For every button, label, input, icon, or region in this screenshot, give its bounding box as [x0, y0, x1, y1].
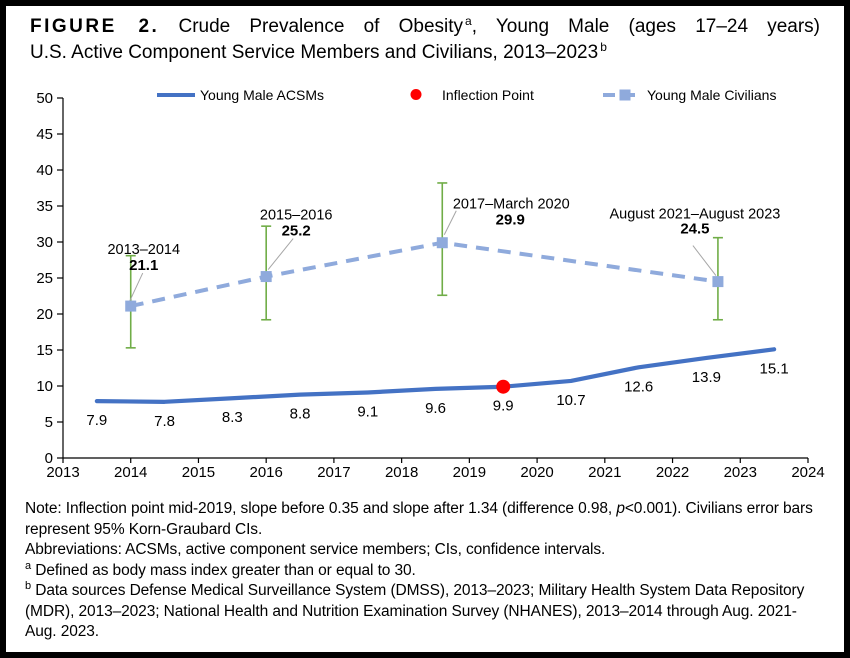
acsm-data-label: 15.1 [760, 360, 789, 377]
x-tick-label: 2022 [656, 464, 689, 481]
y-tick-label: 35 [36, 198, 53, 215]
note-italic-p: p [616, 500, 625, 517]
civilian-line [130, 240, 719, 309]
x-tick-label: 2014 [114, 464, 147, 481]
chart-area: 0 5 10 15 20 25 30 35 40 45 50 2013 2014 2015 2016 2017… [20, 78, 830, 483]
acsm-data-label: 12.6 [624, 378, 653, 395]
y-tick-label: 5 [45, 414, 53, 431]
civilian-marker [260, 271, 272, 283]
acsm-data-label: 9.6 [425, 400, 446, 417]
figure-title: FIGURE 2. Crude Prevalence of Obesity a, … [30, 14, 820, 66]
x-tick-label: 2017 [317, 464, 350, 481]
civilian-label-leader [129, 272, 144, 302]
civilian-period-label: 2013–2014 [107, 242, 180, 258]
y-tick-label: 30 [36, 234, 53, 251]
footnote-b-text: Data sources Defense Medical Surveillanc… [25, 582, 805, 640]
acsm-data-label: 13.9 [692, 369, 721, 386]
civilian-label-leader [443, 210, 457, 235]
figure-title-text-cont: , Young Male (ages 17–24 years) [471, 16, 821, 37]
acsm-data-label: 7.9 [86, 412, 107, 429]
figure-title-line1: FIGURE 2. Crude Prevalence of Obesity a, … [30, 14, 820, 40]
civilian-label-leader [267, 238, 294, 270]
footnote-a-sup: a [25, 559, 32, 572]
inflection-point-dot [496, 379, 511, 394]
civilian-marker [125, 300, 137, 312]
note-line: Note: Inflection point mid-2019, slope b… [25, 499, 820, 540]
legend-civilian-square-sample [619, 89, 631, 101]
civilian-value-label: 25.2 [282, 223, 311, 240]
y-tick-label: 40 [36, 162, 53, 179]
y-tick-label: 45 [36, 126, 53, 143]
acsm-data-label: 9.1 [357, 403, 378, 420]
civilian-value-label: 24.5 [680, 221, 709, 238]
legend-inflection-dot-sample [410, 89, 422, 100]
footnote-a-line: a Defined as body mass index greater tha… [25, 559, 820, 582]
acsm-data-label: 8.3 [222, 409, 243, 426]
figure-title-line2: U.S. Active Component Service Members an… [30, 40, 820, 66]
y-tick-label: 10 [36, 378, 53, 395]
x-tick-label: 2021 [588, 464, 621, 481]
x-tick-label: 2018 [385, 464, 418, 481]
figure-title-text: Crude Prevalence of Obesity [178, 16, 464, 37]
acsm-data-label: 8.8 [290, 406, 311, 423]
figure-subtitle-text: U.S. Active Component Service Members an… [30, 42, 599, 63]
civilian-marker [712, 276, 724, 288]
civilian-marker [436, 237, 448, 249]
x-tick-label: 2024 [791, 464, 824, 481]
legend-civilian-label: Young Male Civilians [647, 87, 776, 103]
y-tick-label: 0 [45, 450, 53, 467]
x-tick-label: 2015 [182, 464, 215, 481]
x-tick-label: 2019 [453, 464, 486, 481]
x-tick-label: 2016 [249, 464, 282, 481]
acsm-data-label: 10.7 [556, 392, 585, 409]
civilian-period-label: 2015–2016 [260, 208, 333, 224]
chart-canvas: 0 5 10 15 20 25 30 35 40 45 50 2013 2014 2015 2016 2017… [36, 87, 824, 481]
y-tick-label: 25 [36, 270, 53, 287]
x-tick-label: 2013 [46, 464, 79, 481]
note-text: Note: Inflection point mid-2019, slope b… [25, 500, 617, 517]
civilian-period-label: 2017–March 2020 [453, 197, 570, 213]
civilian-period-label: August 2021–August 2023 [609, 207, 780, 223]
footnote-a-text: Defined as body mass index greater than … [31, 561, 416, 579]
abbreviations-text: Abbreviations: ACSMs, active component s… [25, 541, 606, 558]
footnote-a-marker: a [465, 13, 472, 28]
figure-notes: Note: Inflection point mid-2019, slope b… [25, 499, 820, 643]
legend-acsm-label: Young Male ACSMs [200, 87, 324, 103]
x-tick-label: 2020 [520, 464, 553, 481]
x-tick-label: 2023 [724, 464, 757, 481]
y-tick-label: 20 [36, 306, 53, 323]
footnote-b-marker: b [600, 39, 607, 54]
footnote-b-line: b Data sources Defense Medical Surveilla… [25, 579, 820, 643]
abbreviations-line: Abbreviations: ACSMs, active component s… [25, 540, 820, 561]
figure-number-label: FIGURE 2. [30, 16, 160, 37]
legend-inflection-label: Inflection Point [442, 87, 534, 103]
y-tick-label: 50 [36, 90, 53, 107]
acsm-line [94, 347, 777, 404]
acsm-data-label: 7.8 [154, 413, 175, 430]
civilian-label-leader [692, 245, 717, 276]
acsm-data-label: 9.9 [493, 398, 514, 415]
note-text-cont: <0.001). Civilians error bars represent … [25, 500, 813, 538]
y-tick-label: 15 [36, 342, 53, 359]
footnote-b-sup: b [25, 579, 32, 592]
civilian-value-label: 21.1 [129, 257, 158, 274]
civilian-value-label: 29.9 [496, 212, 525, 229]
